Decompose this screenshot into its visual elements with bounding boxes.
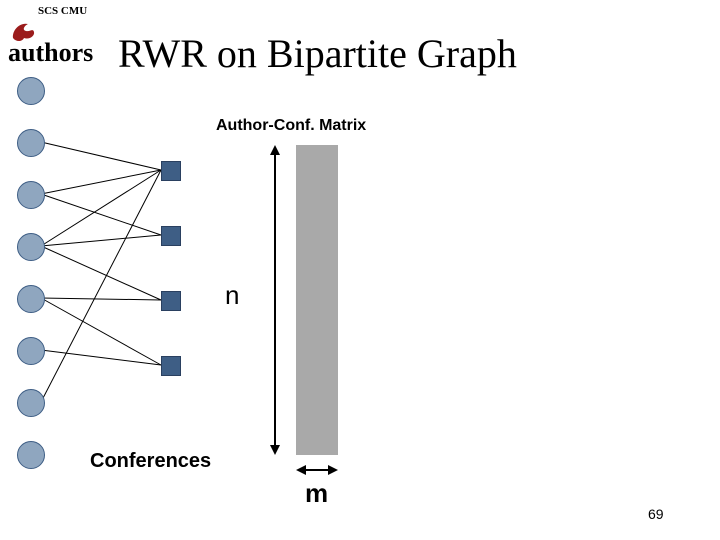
author-node <box>17 337 45 365</box>
slide-title: RWR on Bipartite Graph <box>118 30 517 77</box>
conference-node <box>161 291 181 311</box>
m-label: m <box>305 478 328 509</box>
authors-label: authors <box>8 38 93 68</box>
matrix-label: Author-Conf. Matrix <box>216 117 366 135</box>
conference-node <box>161 356 181 376</box>
author-node <box>17 441 45 469</box>
conference-node <box>161 161 181 181</box>
conferences-label: Conferences <box>90 450 211 473</box>
author-node <box>17 129 45 157</box>
author-node <box>17 77 45 105</box>
author-node <box>17 233 45 261</box>
scs-cmu-text: SCS CMU <box>38 5 87 17</box>
author-conf-matrix-rect <box>296 145 338 455</box>
page-number: 69 <box>648 506 664 522</box>
n-label: n <box>225 280 239 311</box>
author-node <box>17 181 45 209</box>
author-node <box>17 285 45 313</box>
author-node <box>17 389 45 417</box>
conference-node <box>161 226 181 246</box>
